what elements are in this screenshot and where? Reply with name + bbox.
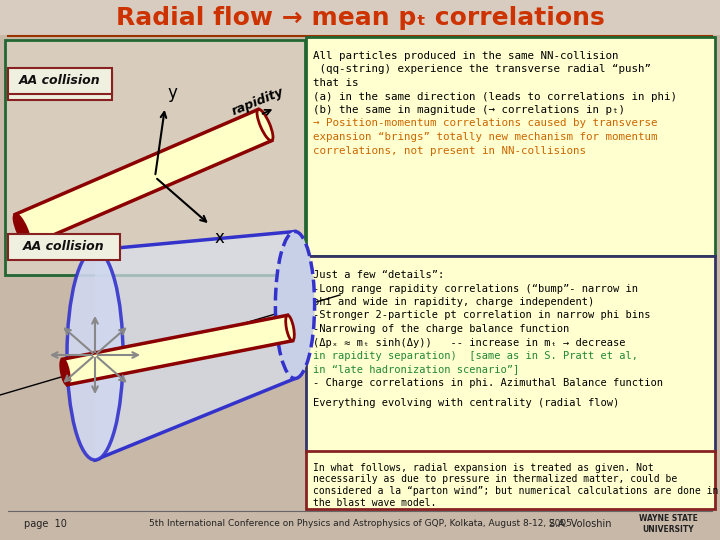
Text: necessarily as due to pressure in thermalized matter, could be: necessarily as due to pressure in therma… xyxy=(313,475,678,484)
Ellipse shape xyxy=(60,359,69,385)
Text: -Stronger 2-particle pt correlation in narrow phi bins: -Stronger 2-particle pt correlation in n… xyxy=(313,310,650,321)
Text: 5th International Conference on Physics and Astrophysics of GQP, Kolkata, August: 5th International Conference on Physics … xyxy=(148,519,572,529)
FancyBboxPatch shape xyxy=(8,234,120,260)
Polygon shape xyxy=(95,232,295,460)
Text: phi and wide in rapidity, charge independent): phi and wide in rapidity, charge indepen… xyxy=(313,297,594,307)
FancyBboxPatch shape xyxy=(306,451,715,509)
Text: page  10: page 10 xyxy=(24,519,66,529)
Ellipse shape xyxy=(14,214,30,246)
Text: → Position-momentum correlations caused by transverse: → Position-momentum correlations caused … xyxy=(313,118,657,129)
Text: expansion “brings” totally new mechanism for momentum: expansion “brings” totally new mechanism… xyxy=(313,132,657,142)
Text: All particles produced in the same NN-collision: All particles produced in the same NN-co… xyxy=(313,51,618,61)
Text: (a) in the same direction (leads to correlations in phi): (a) in the same direction (leads to corr… xyxy=(313,91,677,102)
Text: (Δpₓ ≈ mₜ sinh(Δy))   -- increase in mₜ → decrease: (Δpₓ ≈ mₜ sinh(Δy)) -- increase in mₜ → … xyxy=(313,338,626,348)
Text: y: y xyxy=(167,84,177,102)
Polygon shape xyxy=(15,110,271,246)
Text: rapidity: rapidity xyxy=(230,85,286,118)
Text: Just a few “details”:: Just a few “details”: xyxy=(313,270,444,280)
Text: x: x xyxy=(215,229,225,247)
Text: correlations, not present in NN-collisions: correlations, not present in NN-collisio… xyxy=(313,145,586,156)
Text: -Long range rapidity correlations (“bump”- narrow in: -Long range rapidity correlations (“bump… xyxy=(313,284,638,294)
Text: (b) the same in magnitude (→ correlations in pₜ): (b) the same in magnitude (→ correlation… xyxy=(313,105,625,115)
Ellipse shape xyxy=(257,109,273,141)
Text: that is: that is xyxy=(313,78,359,88)
Text: AA collision: AA collision xyxy=(23,240,105,253)
Ellipse shape xyxy=(67,250,123,460)
Text: In what follows, radial expansion is treated as given. Not: In what follows, radial expansion is tre… xyxy=(313,463,654,473)
Text: WAYNE STATE
UNIVERSITY: WAYNE STATE UNIVERSITY xyxy=(639,514,698,534)
Text: the blast wave model.: the blast wave model. xyxy=(313,497,436,508)
FancyBboxPatch shape xyxy=(5,40,305,275)
Text: Radial flow → mean pₜ correlations: Radial flow → mean pₜ correlations xyxy=(116,6,604,30)
Text: -Narrowing of the charge balance function: -Narrowing of the charge balance functio… xyxy=(313,324,570,334)
Text: (qq-string) experience the transverse radial “push”: (qq-string) experience the transverse ra… xyxy=(313,64,651,75)
Bar xyxy=(0,0,720,35)
Text: - Charge correlations in phi. Azimuthal Balance function: - Charge correlations in phi. Azimuthal … xyxy=(313,378,663,388)
FancyBboxPatch shape xyxy=(306,37,715,256)
Ellipse shape xyxy=(286,315,294,341)
FancyBboxPatch shape xyxy=(8,68,112,94)
Text: in “late hadronization scenario”]: in “late hadronization scenario”] xyxy=(313,364,519,375)
Text: in rapidity separation)  [same as in S. Pratt et al,: in rapidity separation) [same as in S. P… xyxy=(313,351,638,361)
Ellipse shape xyxy=(275,232,315,379)
Polygon shape xyxy=(63,315,292,385)
FancyBboxPatch shape xyxy=(306,256,715,452)
Text: S.A. Voloshin: S.A. Voloshin xyxy=(549,519,611,529)
Text: AA collision: AA collision xyxy=(19,75,101,87)
Text: considered a la “parton wind”; but numerical calculations are done in: considered a la “parton wind”; but numer… xyxy=(313,486,719,496)
Text: pp collision: pp collision xyxy=(25,80,95,93)
FancyBboxPatch shape xyxy=(8,74,112,100)
Text: Everything evolving with centrality (radial flow): Everything evolving with centrality (rad… xyxy=(313,399,619,408)
